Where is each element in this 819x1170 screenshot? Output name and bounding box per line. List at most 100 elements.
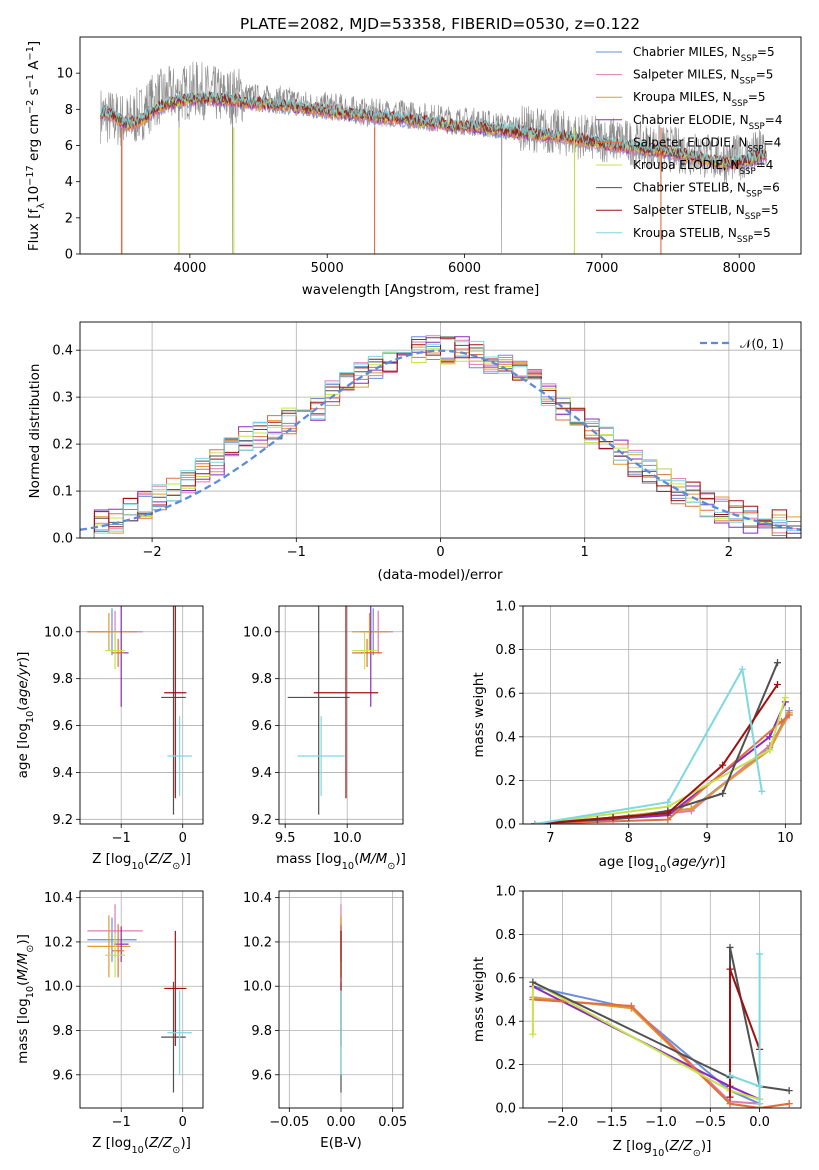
legend-label: Chabrier MILES, NSSP=5 xyxy=(633,45,775,64)
weight-marker xyxy=(785,1087,793,1095)
y-tick-label: 4 xyxy=(65,175,73,190)
weight-line xyxy=(532,985,761,1101)
x-tick-label: −1 xyxy=(112,831,131,846)
legend-label: Chabrier ELODIE, NSSP=4 xyxy=(633,113,782,132)
x-tick-label: −1 xyxy=(112,1115,131,1130)
y-tick-label: 9.8 xyxy=(52,1024,73,1039)
legend-label: Kroupa ELODIE, NSSP=4 xyxy=(633,158,773,177)
model-spectrum xyxy=(100,90,767,167)
y-tick-label: 0 xyxy=(65,248,73,263)
y-tick-label: 0.0 xyxy=(495,818,516,833)
chart-panel-weight_vs_Z: −2.0 −1.5 −1.0 −0.5 0.0 0.0 0.2 0.4 0.6 0.8 1.0 Z [… xyxy=(471,885,802,1159)
y-tick-label: 10.0 xyxy=(44,625,73,640)
chart-panel-mass_vs_Z: −1 0 9.6 9.8 10.0 10.2 10.4 Z [log10(Z/Z⊙)] mass… xyxy=(15,890,204,1156)
weight-marker xyxy=(627,1002,635,1010)
weight-line xyxy=(532,985,761,1105)
x-tick-label: 6000 xyxy=(448,261,481,276)
weight-marker xyxy=(625,813,633,821)
chart-panel-mass_vs_EBV: −0.05 0.00 0.05 9.6 9.8 10.0 10.2 10.4 E(B-V) xyxy=(243,890,407,1151)
y-axis-label: age [log10(age/yr)] xyxy=(15,652,36,779)
residual-histogram xyxy=(80,337,801,538)
weight-marker xyxy=(529,1030,537,1038)
y-tick-label: 10.0 xyxy=(243,980,272,995)
legend-label: Chabrier STELIB, NSSP=6 xyxy=(633,181,780,200)
weight-marker xyxy=(766,733,774,741)
y-tick-label: 2 xyxy=(65,211,73,226)
weight-marker xyxy=(756,1082,764,1090)
y-tick-label: 10.2 xyxy=(243,935,272,950)
legend-label: Salpeter MILES, NSSP=5 xyxy=(633,68,773,87)
x-tick-label: 0 xyxy=(179,831,187,846)
x-tick-label: 8 xyxy=(625,831,633,846)
chart-panel-weight_vs_age: 7 8 9 10 0.0 0.2 0.4 0.6 0.8 1.0 age [log10(age/yr… xyxy=(471,600,802,875)
plot-area-residuals xyxy=(80,335,801,538)
weight-marker xyxy=(726,1100,734,1108)
x-tick-label: 7 xyxy=(546,831,554,846)
axes-frame xyxy=(278,605,404,825)
x-tick-label: −0.5 xyxy=(695,1115,727,1130)
x-axis-label: E(B-V) xyxy=(320,1135,362,1151)
plot-area-age_vs_mass xyxy=(287,606,394,815)
x-tick-label: 0 xyxy=(179,1115,187,1130)
y-tick-label: 0.6 xyxy=(495,687,516,702)
weight-marker xyxy=(785,1100,793,1108)
y-tick-label: 9.6 xyxy=(52,1068,73,1083)
axes-frame xyxy=(522,890,802,1109)
y-tick-label: 0.0 xyxy=(495,1102,516,1117)
plot-area-age_vs_Z xyxy=(87,606,192,815)
x-tick-label: 9.5 xyxy=(275,831,296,846)
weight-marker xyxy=(756,1100,764,1108)
x-axis-label: Z [log10(Z/Z⊙)] xyxy=(92,1135,191,1156)
y-axis-label: mass [log10(M/M⊙)] xyxy=(15,934,36,1064)
y-tick-label: 9.8 xyxy=(251,672,272,687)
weight-marker xyxy=(726,965,734,973)
y-tick-label: 0.6 xyxy=(495,971,516,986)
x-tick-label: 4000 xyxy=(173,261,206,276)
weight-marker xyxy=(719,761,727,769)
x-tick-label: 0.05 xyxy=(378,1115,407,1130)
weight-marker xyxy=(687,805,695,813)
weight-marker xyxy=(609,813,617,821)
legend-label: Salpeter ELODIE, NSSP=4 xyxy=(633,135,781,154)
y-tick-label: 10.4 xyxy=(44,891,73,906)
x-tick-label: −0.05 xyxy=(269,1115,309,1130)
legend: 𝒩(0, 1) xyxy=(700,337,784,351)
x-tick-label: −1.5 xyxy=(596,1115,628,1130)
x-tick-label: 5000 xyxy=(311,261,344,276)
y-tick-label: 8 xyxy=(65,103,73,118)
y-tick-label: 0.2 xyxy=(495,1058,516,1073)
y-tick-label: 9.2 xyxy=(251,813,272,828)
x-tick-label: 8000 xyxy=(723,261,756,276)
x-axis-label: (data-model)/error xyxy=(377,567,503,583)
weight-marker xyxy=(774,680,782,688)
legend-label: Kroupa STELIB, NSSP=5 xyxy=(633,226,771,245)
x-tick-label: 0.0 xyxy=(749,1115,770,1130)
y-axis-label: mass weight xyxy=(471,957,487,1042)
y-tick-label: 0.2 xyxy=(495,774,516,789)
y-tick-label: 0.4 xyxy=(495,1015,516,1030)
x-axis-label: mass [log10(M/M⊙)] xyxy=(276,851,406,872)
weight-line xyxy=(534,714,790,824)
y-axis-label: mass weight xyxy=(471,672,487,757)
y-tick-label: 0.8 xyxy=(495,928,516,943)
plot-area-weight_vs_Z xyxy=(529,943,793,1108)
x-axis-label: Z [log10(Z/Z⊙)] xyxy=(92,851,191,872)
x-tick-label: 7000 xyxy=(585,261,618,276)
axes-frame xyxy=(278,890,404,1109)
weight-marker xyxy=(726,1093,734,1101)
x-tick-label: 0.00 xyxy=(327,1115,356,1130)
x-tick-label: −2 xyxy=(143,545,162,560)
legend: Chabrier MILES, NSSP=5 Salpeter MILES, NS… xyxy=(596,45,782,245)
y-tick-label: 10.4 xyxy=(243,891,272,906)
x-tick-label: 2 xyxy=(725,545,733,560)
y-tick-label: 0.8 xyxy=(495,643,516,658)
y-tick-label: 0.4 xyxy=(52,344,73,359)
axes-frame xyxy=(79,36,802,255)
y-tick-label: 1.0 xyxy=(495,885,516,900)
residual-histogram xyxy=(80,348,801,538)
x-axis-label: wavelength [Angstrom, rest frame] xyxy=(302,282,540,298)
x-tick-label: −1 xyxy=(287,545,306,560)
y-tick-label: 9.8 xyxy=(52,672,73,687)
